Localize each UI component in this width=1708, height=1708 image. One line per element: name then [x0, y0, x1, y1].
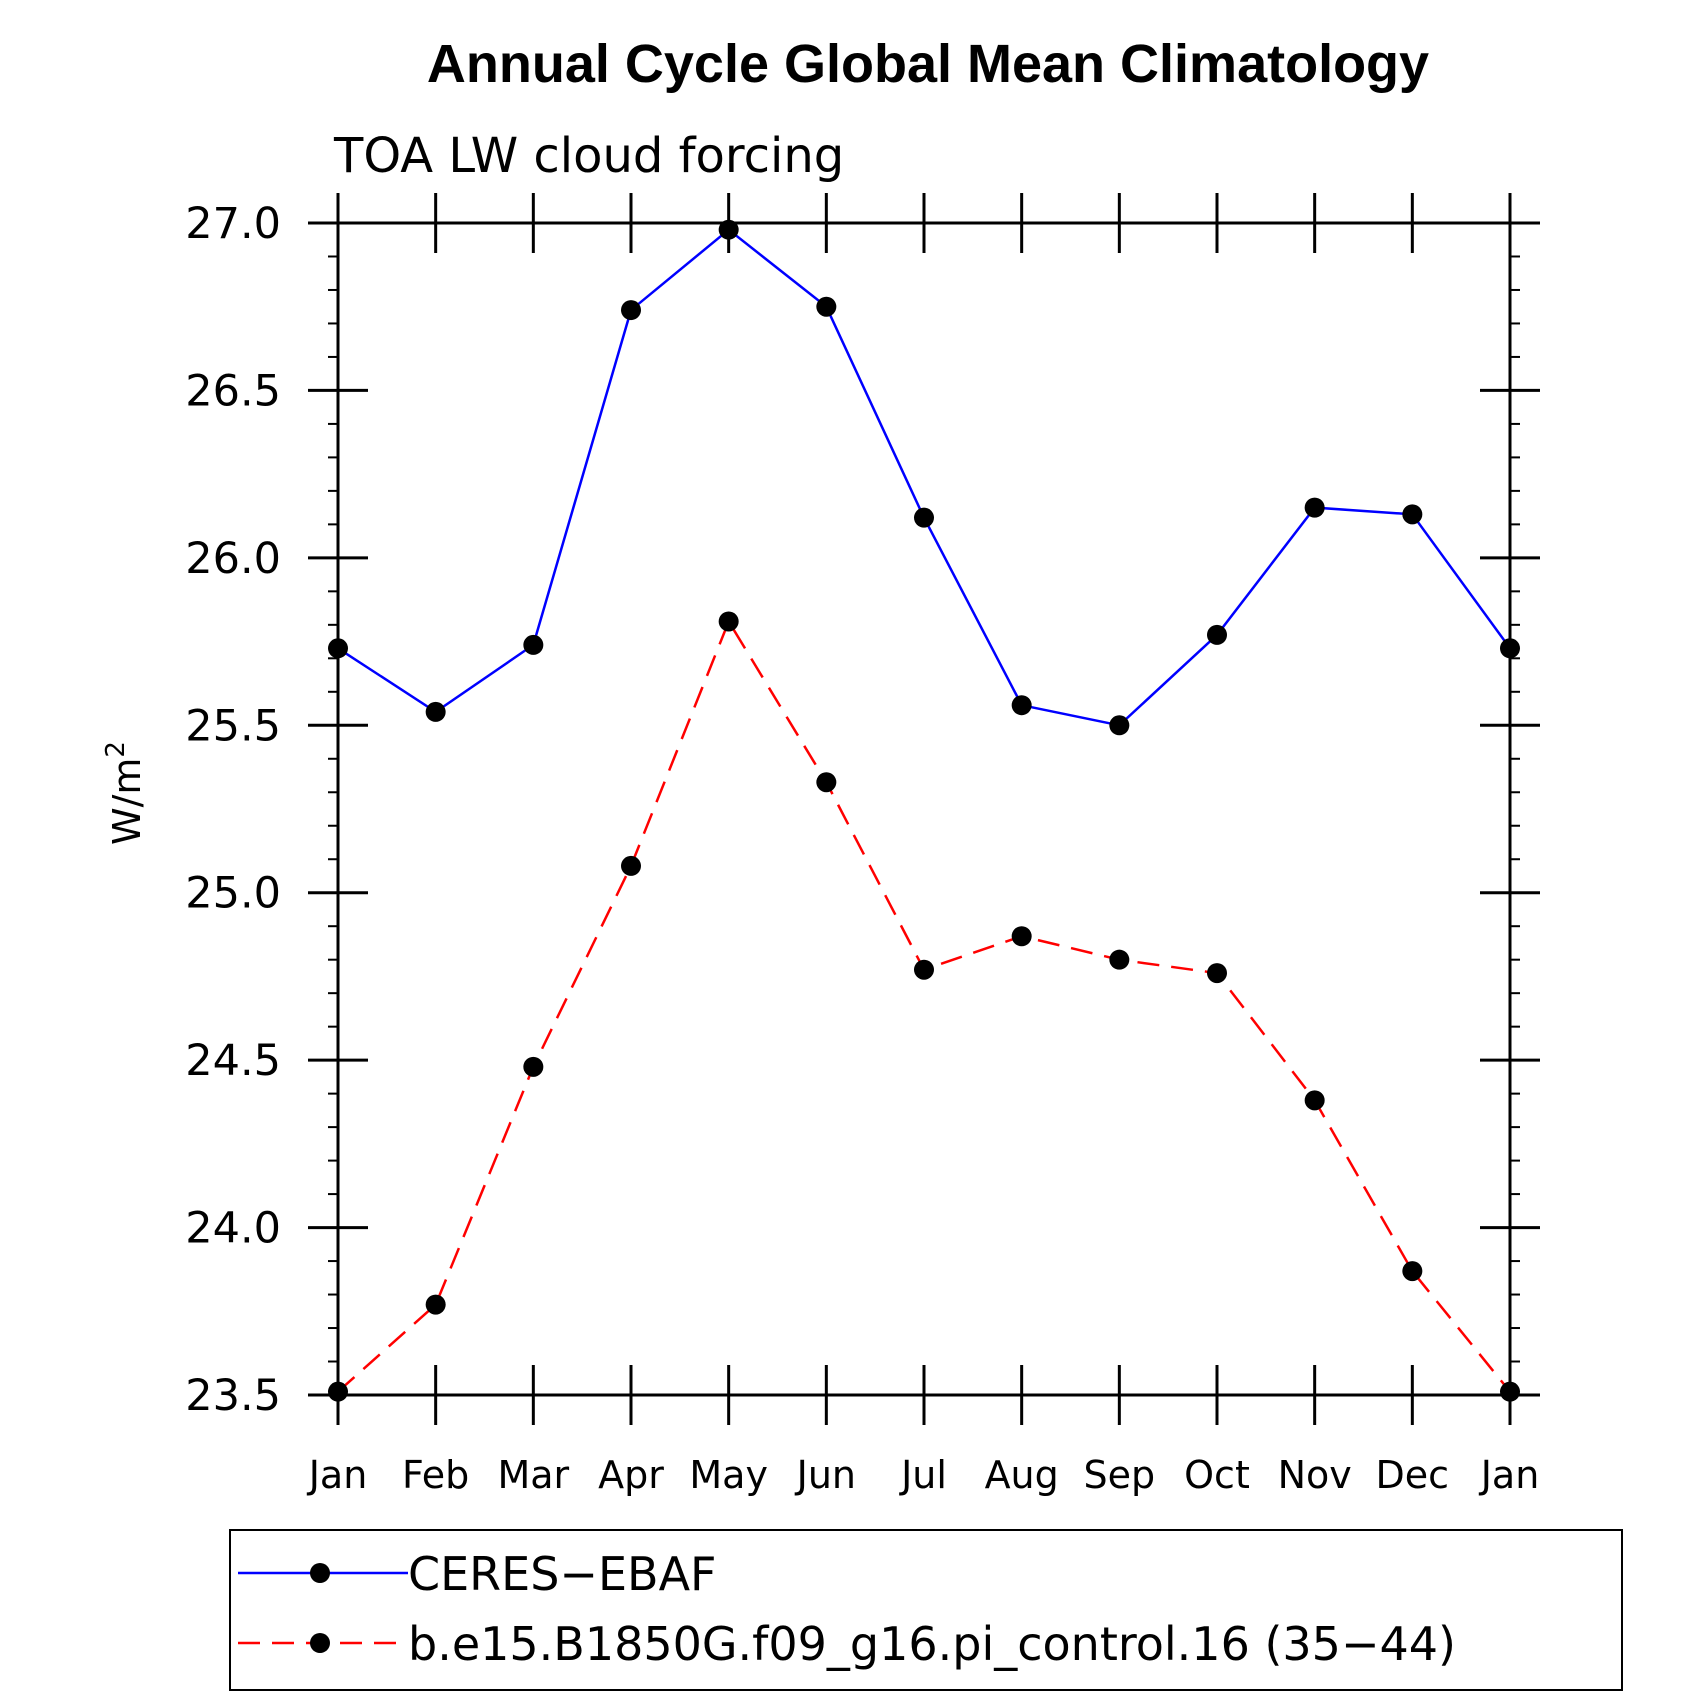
data-point-ceres-ebaf	[914, 507, 934, 528]
y-tick-label: 25.0	[185, 869, 281, 919]
x-tick-label: Feb	[402, 1453, 469, 1497]
x-tick-label: Aug	[985, 1453, 1059, 1497]
series-line-model	[337, 618, 1511, 1393]
y-tick-label: 27.0	[185, 199, 281, 249]
x-tick-label: Apr	[598, 1453, 664, 1497]
chart-title: Annual Cycle Global Mean Climatology	[427, 34, 1429, 94]
data-point-ceres-ebaf	[816, 296, 837, 317]
legend: CERES−EBAF b.e15.B1850G.f09_g16.pi_contr…	[229, 1529, 1623, 1691]
data-point-model	[1109, 949, 1130, 970]
y-axis-label-unit: W/m	[105, 758, 149, 845]
legend-marker-ceres-ebaf	[310, 1563, 330, 1583]
data-point-model	[621, 855, 641, 876]
x-tick-labels: Jan Feb Mar Apr May Jun Jul Aug Sep Oct Nov Dec Jan	[307, 1453, 1540, 1497]
legend-label-ceres-ebaf: CERES−EBAF	[408, 1547, 717, 1601]
x-tick-label: Jun	[795, 1453, 856, 1497]
legend-marker-model	[310, 1633, 330, 1653]
data-point-model	[718, 611, 739, 632]
y-tick-label: 24.5	[185, 1036, 281, 1086]
x-tick-label: Jan	[1479, 1453, 1540, 1497]
data-point-ceres-ebaf	[621, 300, 641, 321]
x-tick-label: Jan	[307, 1453, 368, 1497]
data-point-ceres-ebaf	[718, 219, 739, 240]
x-tick-label: May	[689, 1453, 768, 1497]
x-tick-label: Oct	[1184, 1453, 1250, 1497]
y-axis-label-exponent: 2	[101, 741, 131, 758]
chart-subtitle: TOA LW cloud forcing	[333, 128, 844, 184]
legend-box	[229, 1529, 1623, 1691]
data-point-model	[816, 772, 837, 793]
y-tick-labels: 23.5 24.0 24.5 25.0 25.5 26.0 26.5 27.0	[185, 199, 281, 1421]
minor-ticks	[328, 255, 1520, 1363]
data-point-model	[914, 959, 934, 980]
data-point-model	[1304, 1090, 1325, 1111]
series-line-ceres-ebaf	[337, 228, 1512, 727]
y-tick-label: 26.0	[185, 534, 281, 584]
x-tick-label: Nov	[1278, 1453, 1352, 1497]
data-point-ceres-ebaf	[523, 634, 544, 655]
y-tick-label: 23.5	[185, 1371, 281, 1421]
x-tick-label: Dec	[1376, 1453, 1450, 1497]
x-tick-label: Sep	[1084, 1453, 1156, 1497]
data-point-model	[523, 1056, 544, 1077]
major-ticks	[308, 193, 1540, 1425]
x-tick-label: Mar	[497, 1453, 569, 1497]
legend-label-model: b.e15.B1850G.f09_g16.pi_control.16 (35−4…	[408, 1617, 1456, 1671]
y-tick-label: 25.5	[185, 701, 281, 751]
data-point-ceres-ebaf	[1402, 504, 1423, 525]
data-point-ceres-ebaf	[1109, 715, 1130, 736]
plot-area-frame	[336, 221, 1512, 1397]
data-point-model	[1011, 926, 1032, 947]
data-point-model	[1402, 1261, 1423, 1282]
data-point-model	[1207, 963, 1227, 984]
data-point-ceres-ebaf	[1011, 695, 1032, 716]
x-tick-label: Jul	[899, 1453, 947, 1497]
series-layer	[328, 219, 1520, 1402]
y-tick-label: 26.5	[185, 366, 281, 416]
data-point-ceres-ebaf	[1207, 624, 1227, 645]
y-axis-label: W/m2	[101, 741, 149, 845]
data-point-ceres-ebaf	[425, 701, 446, 722]
y-tick-label: 24.0	[185, 1204, 281, 1254]
data-point-model	[425, 1294, 446, 1315]
data-point-ceres-ebaf	[1304, 497, 1325, 518]
